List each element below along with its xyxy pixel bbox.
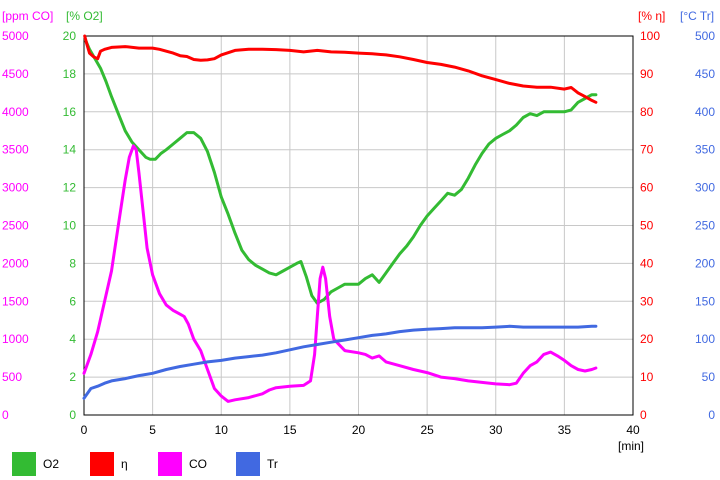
- x-tick-label: 15: [283, 423, 297, 437]
- series-layer: [82, 34, 598, 403]
- y-tick-label-eta: 70: [640, 143, 654, 157]
- y-tick-label-tr: 500: [695, 29, 715, 43]
- axes: 0 5 10 15 20 25 30 35 40[min]0500100015002000250…: [2, 9, 715, 453]
- y-tick-label-eta: 0: [640, 408, 647, 422]
- y-tick-label-o2: 18: [63, 67, 77, 81]
- x-tick-label: 5: [149, 423, 156, 437]
- plot-frame: [83, 35, 634, 416]
- grid: [84, 36, 633, 415]
- y-tick-label-co: 4500: [2, 67, 29, 81]
- y-tick-label-o2: 0: [69, 408, 76, 422]
- y-tick-label-tr: 100: [695, 332, 715, 346]
- y-tick-label-eta: 50: [640, 219, 654, 233]
- y-tick-label-o2: 8: [69, 256, 76, 270]
- y-tick-label-co: 1000: [2, 332, 29, 346]
- series-line-tr: [82, 324, 598, 400]
- y-tick-label-co: 0: [2, 408, 9, 422]
- x-tick-label: 35: [558, 423, 572, 437]
- x-tick-label: 25: [420, 423, 434, 437]
- y-tick-label-eta: 30: [640, 294, 654, 308]
- x-tick-label: 10: [215, 423, 229, 437]
- legend-label-eta: η: [121, 457, 128, 471]
- y-tick-label-tr: 300: [695, 181, 715, 195]
- y-tick-label-o2: 4: [69, 332, 76, 346]
- y-tick-label-tr: 150: [695, 294, 715, 308]
- x-tick-label: 30: [489, 423, 503, 437]
- y-tick-label-o2: 2: [69, 370, 76, 384]
- y-tick-label-eta: 20: [640, 332, 654, 346]
- y-tick-label-eta: 60: [640, 181, 654, 195]
- y-tick-label-co: 3000: [2, 181, 29, 195]
- y-tick-label-eta: 90: [640, 67, 654, 81]
- x-axis-label: [min]: [618, 439, 644, 453]
- y-tick-label-tr: 200: [695, 256, 715, 270]
- y-tick-label-eta: 10: [640, 370, 654, 384]
- legend-swatch-co: [158, 452, 182, 476]
- x-tick-label: 20: [352, 423, 366, 437]
- legend-swatch-o2: [12, 452, 36, 476]
- axis-unit-eta: [% η]: [638, 9, 665, 23]
- y-tick-label-eta: 80: [640, 105, 654, 119]
- y-tick-label-o2: 16: [63, 105, 77, 119]
- axis-unit-o2: [% O2]: [66, 9, 103, 23]
- y-tick-label-tr: 400: [695, 105, 715, 119]
- y-tick-label-co: 2500: [2, 219, 29, 233]
- y-tick-label-tr: 50: [702, 370, 716, 384]
- y-tick-label-eta: 40: [640, 256, 654, 270]
- series-line-eta: [83, 34, 598, 104]
- x-tick-label: 0: [81, 423, 88, 437]
- y-tick-label-co: 500: [2, 370, 22, 384]
- y-tick-label-tr: 450: [695, 67, 715, 81]
- y-tick-label-co: 4000: [2, 105, 29, 119]
- y-tick-label-o2: 14: [63, 143, 77, 157]
- y-tick-label-co: 1500: [2, 294, 29, 308]
- y-tick-label-o2: 12: [63, 181, 77, 195]
- legend: O2 η CO Tr: [12, 452, 278, 476]
- y-tick-label-co: 5000: [2, 29, 29, 43]
- legend-label-tr: Tr: [267, 457, 278, 471]
- y-tick-label-o2: 6: [69, 294, 76, 308]
- series-line-o2: [83, 38, 598, 305]
- legend-swatch-tr: [236, 452, 260, 476]
- axis-unit-tr: [°C Tr]: [680, 9, 714, 23]
- x-tick-label: 40: [626, 423, 640, 437]
- y-tick-label-eta: 100: [640, 29, 660, 43]
- axis-unit-co: [ppm CO]: [2, 9, 53, 23]
- legend-label-co: CO: [189, 457, 207, 471]
- y-tick-label-o2: 20: [63, 29, 77, 43]
- y-tick-label-tr: 250: [695, 219, 715, 233]
- y-tick-label-o2: 10: [63, 219, 77, 233]
- legend-label-o2: O2: [43, 457, 59, 471]
- legend-swatch-eta: [90, 452, 114, 476]
- y-tick-label-tr: 350: [695, 143, 715, 157]
- y-tick-label-co: 2000: [2, 256, 29, 270]
- series-line-co: [82, 144, 598, 403]
- y-tick-label-co: 3500: [2, 143, 29, 157]
- y-tick-label-tr: 0: [708, 408, 715, 422]
